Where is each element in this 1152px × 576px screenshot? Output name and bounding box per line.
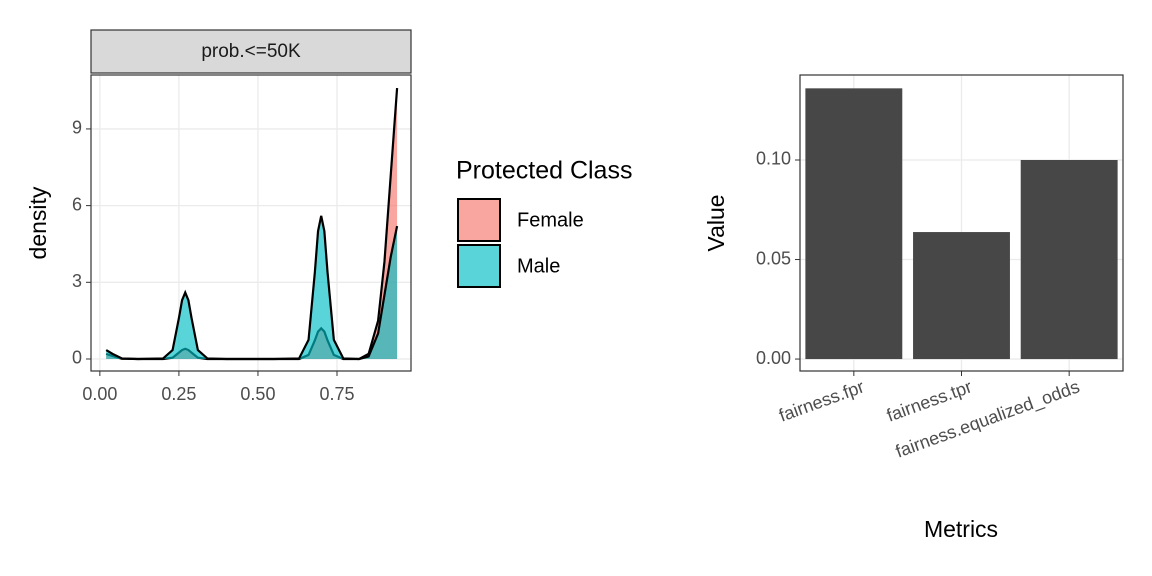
- x-tick-label: 0.50: [240, 384, 275, 404]
- x-tick-label: 0.25: [161, 384, 196, 404]
- y-tick-label: 9: [72, 118, 82, 138]
- panel-border: [90, 74, 412, 372]
- legend-label: Male: [517, 255, 560, 277]
- bar: [805, 88, 903, 360]
- y-tick-label: 0.05: [756, 248, 791, 268]
- bar: [1020, 159, 1118, 360]
- x-tick-label: 0.75: [319, 384, 354, 404]
- y-tick-label: 0: [72, 348, 82, 368]
- y-tick-label: 0.10: [756, 149, 791, 169]
- legend-key: [457, 198, 501, 242]
- y-tick-label: 6: [72, 194, 82, 214]
- x-axis-title: Metrics: [924, 516, 998, 542]
- y-axis-title: density: [25, 186, 51, 259]
- bar: [913, 232, 1010, 360]
- y-tick-label: 0.00: [756, 348, 791, 368]
- panel-border: [799, 74, 1124, 372]
- y-axis-title: Value: [703, 194, 729, 251]
- y-tick-label: 3: [72, 271, 82, 291]
- legend-key: [457, 244, 501, 288]
- x-tick-label: 0.00: [82, 384, 117, 404]
- panel: [91, 75, 411, 371]
- density-line: [105, 215, 399, 361]
- legend-label: Female: [517, 209, 584, 231]
- strip-label: prob.<=50K: [201, 41, 301, 62]
- legend-title: Protected Class: [456, 157, 632, 185]
- facet-strip: [90, 29, 412, 74]
